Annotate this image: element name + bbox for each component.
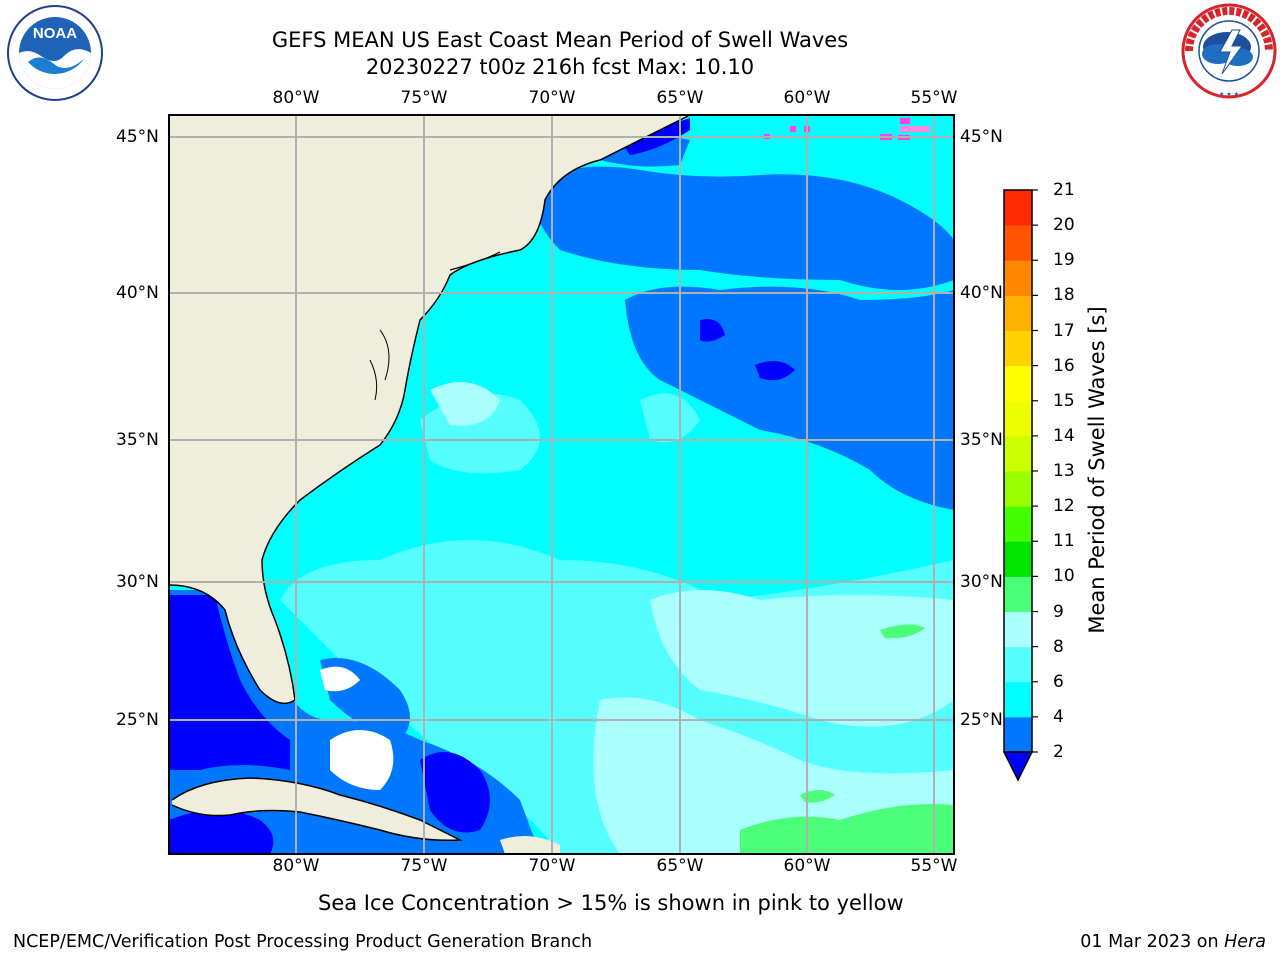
latitude-label: 45°N (960, 127, 1003, 147)
graticule (169, 115, 954, 854)
footer-date: 01 Mar 2023 on Hera (1080, 932, 1266, 952)
coastline (171, 777, 463, 842)
footer-date-text: 01 Mar 2023 on (1080, 932, 1219, 952)
longitude-label: 55°W (910, 88, 958, 108)
colorbar-tick-label: 15 (1053, 390, 1075, 411)
latitude-label: 40°N (960, 283, 1003, 303)
colorbar-under-arrow (1002, 751, 1034, 782)
colorbar-tick-label: 6 (1053, 671, 1064, 692)
longitude-label: 60°W (783, 88, 831, 108)
colorbar-segment (1004, 260, 1032, 296)
colorbar-label: Mean Period of Swell Waves [s] (1085, 306, 1109, 634)
coastline (369, 329, 390, 401)
longitude-label: 55°W (910, 856, 958, 876)
coastline (169, 115, 691, 705)
colorbar-tick-label: 13 (1053, 461, 1075, 481)
swell-band-under-2 (700, 319, 725, 342)
longitude-label: 70°W (528, 88, 576, 108)
colorbar-tick-label: 9 (1053, 601, 1064, 622)
colorbar-segment (1004, 611, 1032, 648)
colorbar-tick-label: 20 (1053, 215, 1075, 236)
swell-band-2-4 (530, 166, 954, 290)
colorbar-segment (1004, 225, 1032, 261)
colorbar-segment (1004, 541, 1032, 577)
colorbar-segment (1004, 190, 1032, 226)
svg-text:NOAA: NOAA (33, 25, 77, 42)
colorbar-segment (1004, 576, 1032, 612)
longitude-label: 65°W (656, 856, 704, 876)
swell-band-under-2 (755, 361, 795, 381)
footer-credit: NCEP/EMC/Verification Post Processing Pr… (13, 932, 593, 952)
colorbar-tick-label: 14 (1053, 425, 1075, 446)
svg-text:★ ★ ★: ★ ★ ★ (1219, 91, 1239, 98)
swell-band-9-10 (800, 790, 835, 803)
colorbar-tick-label: 8 (1053, 636, 1064, 657)
swell-band-under-2 (420, 752, 490, 833)
noaa-logo: NOAA (7, 5, 103, 101)
latitude-label: 30°N (116, 572, 159, 592)
colorbar-tick-label: 19 (1053, 250, 1075, 271)
colorbar-tick-label: 2 (1053, 742, 1064, 762)
longitude-label: 60°W (783, 856, 831, 876)
swell-band-8-9 (430, 382, 500, 426)
colorbar-segment (1004, 330, 1032, 367)
land-cuba (172, 778, 460, 841)
colorbar-tick-label: 21 (1053, 180, 1075, 200)
longitude-label: 80°W (272, 856, 320, 876)
colorbar-tick-label: 4 (1053, 706, 1064, 727)
latitude-label: 35°N (960, 430, 1003, 450)
colorbar-segment (1004, 646, 1032, 683)
swell-band-9-10 (740, 804, 954, 854)
longitude-label: 70°W (528, 856, 576, 876)
colorbar-segment (1004, 681, 1032, 718)
nws-logo: ★ ★ ★ (1181, 3, 1277, 99)
colorbar-tick-label: 10 (1053, 566, 1075, 587)
colorbar-segment (1004, 716, 1032, 753)
colorbar-tick-label: 17 (1053, 320, 1075, 341)
swell-band-under-2 (169, 595, 290, 770)
no-data-area (330, 730, 394, 790)
map-frame (168, 114, 955, 855)
swell-band-8-9 (650, 590, 954, 727)
swell-band-under-2 (169, 810, 274, 854)
colorbar-tick-label: 16 (1053, 355, 1075, 376)
longitude-label: 75°W (400, 856, 448, 876)
latitude-label: 35°N (116, 430, 159, 450)
land-north-america (169, 115, 690, 704)
latitude-label: 25°N (960, 710, 1003, 730)
swell-band-9-10 (880, 624, 925, 639)
colorbar-segment (1004, 506, 1032, 542)
colorbar (1002, 189, 1038, 782)
latitude-label: 25°N (116, 710, 159, 730)
latitude-label: 40°N (116, 283, 159, 303)
footer-host: Hera (1224, 932, 1266, 952)
colorbar-segment (1004, 435, 1032, 472)
colorbar-segment (1004, 295, 1032, 331)
land-hispaniola (500, 836, 560, 854)
colorbar-segment (1004, 400, 1032, 437)
chart-title: GEFS MEAN US East Coast Mean Period of S… (271, 28, 849, 52)
longitude-label: 65°W (656, 88, 704, 108)
sea-ice-note: Sea Ice Concentration > 15% is shown in … (318, 891, 904, 915)
latitude-label: 30°N (960, 572, 1003, 592)
swell-band-2-4 (625, 286, 954, 510)
swell-band-6-8 (640, 393, 700, 443)
chart-subtitle: 20230227 t00z 216h fcst Max: 10.10 (365, 55, 755, 79)
colorbar-tick-label: 18 (1053, 285, 1075, 306)
no-data-area (320, 666, 360, 692)
longitude-label: 80°W (272, 88, 320, 108)
coastline (449, 251, 501, 271)
colorbar-tick-label: 12 (1053, 496, 1075, 517)
longitude-label: 75°W (400, 88, 448, 108)
colorbar-segment (1004, 471, 1032, 507)
colorbar-segment (1004, 365, 1032, 402)
colorbar-tick-label: 11 (1053, 531, 1075, 552)
latitude-label: 45°N (116, 127, 159, 147)
